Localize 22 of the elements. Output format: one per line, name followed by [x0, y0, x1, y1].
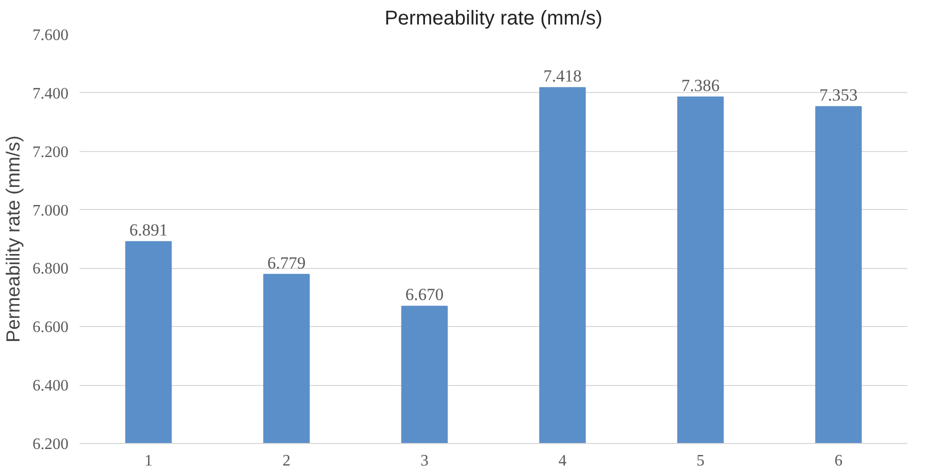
chart-title: Permeability rate (mm/s) [384, 8, 602, 30]
y-tick-label: 6.200 [32, 436, 68, 453]
y-tick-label: 7.600 [32, 27, 68, 44]
y-tick-label: 7.000 [32, 202, 68, 220]
data-label: 7.386 [681, 76, 720, 96]
y-tick-label: 6.800 [32, 260, 68, 278]
x-tick-label: 6 [834, 452, 842, 468]
y-tick-label: 6.400 [32, 378, 68, 395]
data-label: 6.779 [267, 253, 306, 272]
data-label: 6.891 [129, 220, 168, 240]
data-label: 7.418 [543, 66, 582, 86]
x-tick-label: 2 [282, 452, 290, 468]
x-tick-label: 5 [696, 452, 704, 468]
x-tick-label: 4 [558, 452, 566, 468]
data-label: 7.353 [819, 86, 858, 105]
y-tick-label: 6.600 [32, 319, 68, 336]
x-tick-label: 1 [144, 452, 152, 468]
y-tick-label: 7.400 [32, 85, 68, 102]
x-tick-label: 3 [420, 452, 428, 468]
data-label: 6.670 [405, 285, 444, 304]
y-tick-label: 7.200 [32, 144, 68, 161]
y-axis-title: Permeability rate (mm/s) [4, 136, 24, 342]
